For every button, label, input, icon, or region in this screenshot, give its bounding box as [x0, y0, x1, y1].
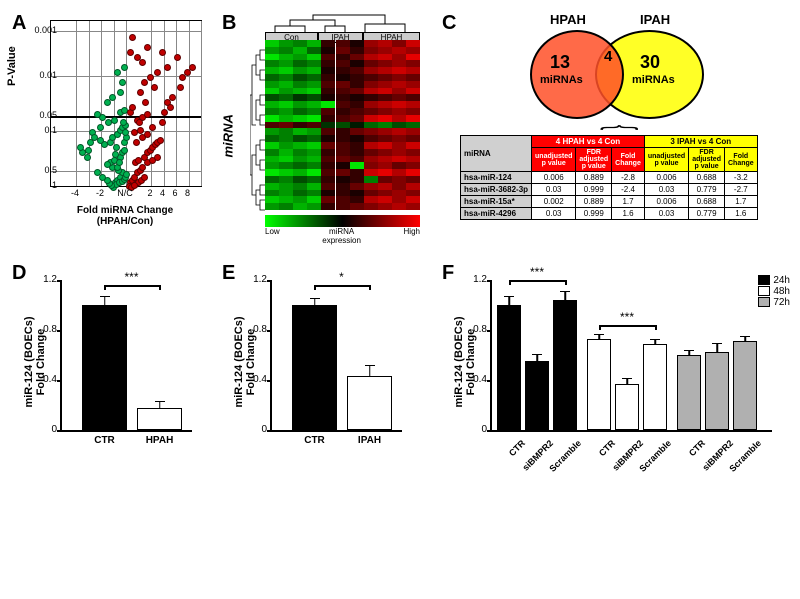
volcano-xlabel: Fold miRNA Change (HPAH/Con) [50, 205, 200, 227]
panel-f-ylabel: miR-124 (BOECs) Fold Change [453, 302, 477, 422]
legend-low: Low [265, 227, 280, 245]
venn-right-sublabel: miRNAs [632, 74, 675, 86]
panel-c-venn-table: C HPAH IPAH 13 miRNAs 30 miRNAs 4 { miRN… [440, 10, 790, 250]
venn-diagram: HPAH IPAH 13 miRNAs 30 miRNAs 4 { [510, 10, 730, 120]
venn-right-label: IPAH [640, 12, 670, 27]
venn-left-label: HPAH [550, 12, 586, 27]
panel-b-heatmap: B miRNA ConIPAHHPAH [220, 10, 430, 250]
panel-f-barchart: F miR-124 (BOECs) Fold Change 00.40.81.2… [440, 260, 790, 520]
panel-d-label: D [12, 262, 26, 285]
chart-d-area: 00.40.81.2CTRHPAH*** [60, 280, 192, 432]
heatmap-dendro-top [265, 12, 420, 32]
heatmap-gradient [265, 215, 420, 227]
venn-brace: { [599, 125, 644, 130]
panel-b-label: B [222, 12, 236, 35]
heatmap-dendro-left [250, 45, 265, 210]
panel-e-label: E [222, 262, 235, 285]
heatmap-grid [265, 40, 420, 210]
panel-e-ylabel: miR-124 (BOECs) Fold Change [233, 302, 257, 422]
chart-f-legend: 24h48h72h [758, 275, 790, 308]
chart-e-area: 00.40.81.2CTRIPAH* [270, 280, 402, 432]
heatmap-legend: Low miRNA expression High [265, 215, 420, 240]
legend-mid: miRNA expression [322, 227, 361, 245]
panel-e-barchart: E miR-124 (BOECs) Fold Change 00.40.81.2… [220, 260, 430, 520]
panel-d-barchart: D miR-124 (BOECs) Fold Change 00.40.81.2… [10, 260, 210, 520]
volcano-plot-area [50, 20, 202, 187]
panel-c-label: C [442, 12, 456, 35]
panel-a-volcano: A P-Value Fold miRNA Change (HPAH/Con) -… [10, 10, 210, 250]
venn-right-num: 30 [640, 52, 660, 73]
panel-d-ylabel: miR-124 (BOECs) Fold Change [23, 302, 47, 422]
venn-left-sublabel: miRNAs [540, 74, 583, 86]
venn-overlap: 4 [604, 48, 612, 65]
mirna-table: miRNA4 HPAH vs 4 Con3 IPAH vs 4 Conunadj… [460, 135, 758, 220]
venn-left-num: 13 [550, 52, 570, 73]
panel-f-label: F [442, 262, 454, 285]
heatmap-ylabel: miRNA [221, 114, 236, 157]
legend-high: High [404, 227, 420, 245]
chart-f-area: 00.40.81.2CTRsiBMPR2Scramble***CTRsiBMPR… [490, 280, 772, 432]
panel-a-label: A [12, 12, 26, 35]
volcano-ylabel: P-Value [6, 46, 18, 86]
